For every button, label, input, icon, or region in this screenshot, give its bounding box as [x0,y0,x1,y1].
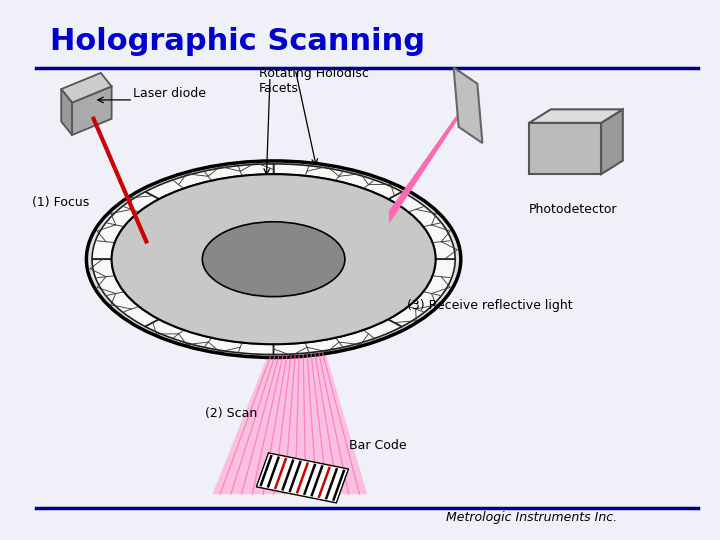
Polygon shape [145,164,274,199]
Polygon shape [61,73,112,103]
Polygon shape [256,453,348,503]
Ellipse shape [202,222,345,296]
Polygon shape [92,259,159,327]
Polygon shape [274,164,402,199]
Polygon shape [388,259,455,327]
Text: (3) Receive reflective light: (3) Receive reflective light [407,299,572,312]
Text: Rotating Holodisc
Facets: Rotating Holodisc Facets [259,68,369,96]
Polygon shape [274,319,402,355]
Polygon shape [454,68,482,143]
Ellipse shape [112,174,436,345]
Polygon shape [72,86,112,135]
Polygon shape [601,109,623,174]
Text: (2) Scan: (2) Scan [205,407,258,420]
Polygon shape [529,109,623,123]
Text: Metrologic Instruments Inc.: Metrologic Instruments Inc. [446,511,618,524]
Polygon shape [92,192,159,259]
Polygon shape [61,89,72,135]
Ellipse shape [86,161,461,357]
Polygon shape [388,192,455,259]
Text: (1) Focus: (1) Focus [32,196,90,209]
Text: Bar Code: Bar Code [349,439,407,452]
Polygon shape [145,319,274,355]
Polygon shape [212,323,367,494]
Text: Laser diode: Laser diode [133,87,206,100]
Polygon shape [529,123,601,174]
Text: Photodetector: Photodetector [529,203,618,216]
Text: Holographic Scanning: Holographic Scanning [50,27,426,56]
